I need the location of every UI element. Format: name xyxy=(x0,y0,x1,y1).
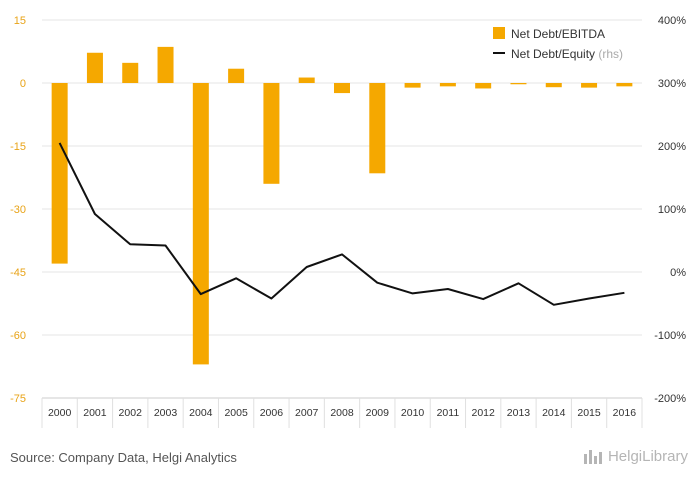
y-right-tick-label: -100% xyxy=(654,330,686,342)
bar-net-debt-ebitda xyxy=(510,83,527,85)
x-tick-label: 2014 xyxy=(542,407,566,419)
x-tick-label: 2002 xyxy=(119,407,143,419)
bar-net-debt-ebitda xyxy=(228,68,245,83)
x-tick-label: 2016 xyxy=(613,407,637,419)
y-left-tick-label: 0 xyxy=(20,78,26,90)
legend-swatch-bar xyxy=(493,27,505,39)
bar-net-debt-ebitda xyxy=(439,83,456,87)
bar-net-debt-ebitda xyxy=(157,46,174,83)
y-left-tick-label: -60 xyxy=(10,330,26,342)
y-left-tick-label: -75 xyxy=(10,393,26,405)
chart-svg: 15 0 -15 -30 -45 -60 -75 400% 300% 200% 100% 0% -100… xyxy=(10,15,686,428)
logo-text: HelgiLibrary xyxy=(607,448,688,465)
x-tick-label: 2001 xyxy=(83,407,107,419)
legend-label-line-suffix: (rhs) xyxy=(598,47,623,61)
y-left-tick-label: 15 xyxy=(14,15,26,27)
bar-net-debt-ebitda xyxy=(334,83,350,94)
bar-net-debt-ebitda xyxy=(616,83,633,87)
bar-net-debt-ebitda xyxy=(192,83,209,365)
bar-net-debt-ebitda xyxy=(404,83,421,88)
y-left-tick-label: -45 xyxy=(10,267,26,279)
x-tick-label: 2011 xyxy=(437,407,460,419)
x-tick-label: 2012 xyxy=(471,407,495,419)
x-tick-label: 2013 xyxy=(507,407,531,419)
y-right-tick-label: 300% xyxy=(658,78,686,90)
y-right-tick-label: 400% xyxy=(658,15,686,27)
source-note: Source: Company Data, Helgi Analytics xyxy=(10,450,237,465)
bar-net-debt-ebitda xyxy=(545,83,562,88)
bar-net-debt-ebitda xyxy=(475,83,492,89)
x-tick-label: 2010 xyxy=(401,407,425,419)
legend-label-line: Net Debt/Equity (rhs) xyxy=(511,47,623,61)
y-right-tick-label: -200% xyxy=(654,393,686,405)
bar-net-debt-ebitda xyxy=(86,52,103,83)
x-tick-label: 2004 xyxy=(189,407,213,419)
helgi-library-logo[interactable]: HelgiLibrary xyxy=(583,448,688,465)
x-tick-label: 2003 xyxy=(154,407,178,419)
bar-net-debt-ebitda xyxy=(369,83,386,174)
y-left-tick-label: -30 xyxy=(10,204,26,216)
x-tick-label: 2005 xyxy=(224,407,248,419)
x-tick-label: 2009 xyxy=(366,407,390,419)
legend-label-bar: Net Debt/EBITDA xyxy=(511,27,605,41)
bar-net-debt-ebitda xyxy=(122,62,139,83)
x-tick-label: 2008 xyxy=(330,407,354,419)
y-right-tick-label: 0% xyxy=(670,267,686,279)
bar-net-debt-ebitda xyxy=(51,83,68,264)
x-tick-label: 2006 xyxy=(260,407,284,419)
bar-net-debt-ebitda xyxy=(263,83,280,184)
bar-net-debt-ebitda xyxy=(298,77,315,83)
line-net-debt-equity xyxy=(58,142,625,306)
x-tick-label: 2000 xyxy=(48,407,72,419)
library-books-icon xyxy=(583,449,604,464)
y-right-tick-label: 100% xyxy=(658,204,686,216)
y-right-tick-label: 200% xyxy=(658,141,686,153)
x-tick-label: 2015 xyxy=(577,407,601,419)
y-left-tick-label: -15 xyxy=(10,141,26,153)
bar-net-debt-ebitda xyxy=(581,83,598,88)
x-tick-label: 2007 xyxy=(295,407,319,419)
